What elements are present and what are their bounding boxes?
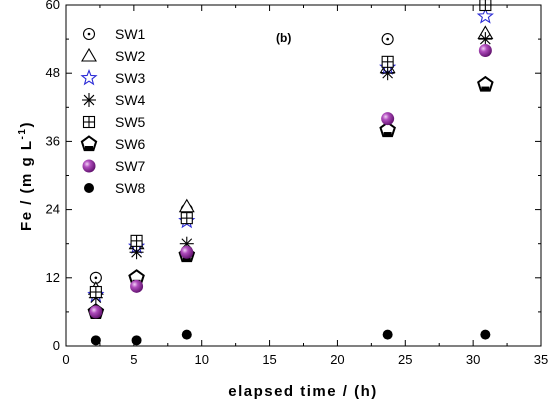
point-sw5 bbox=[180, 212, 193, 225]
y-axis-title-close: ) bbox=[18, 121, 35, 128]
x-axis-title: elapsed time / (h) bbox=[228, 383, 378, 400]
legend-marker-sw5 bbox=[82, 115, 96, 129]
point-sw6 bbox=[477, 75, 494, 92]
y-axis-title-main: Fe / (m g L bbox=[18, 139, 35, 231]
point-sw4 bbox=[380, 66, 395, 81]
x-tick-label: 35 bbox=[534, 352, 548, 367]
legend-label-sw5: SW5 bbox=[115, 114, 146, 130]
legend-label-sw1: SW1 bbox=[115, 26, 146, 42]
y-tick-label: 48 bbox=[46, 65, 60, 80]
point-sw7 bbox=[89, 305, 103, 319]
y-axis-title-sup: -1 bbox=[17, 128, 28, 140]
legend-marker-sw2 bbox=[81, 47, 97, 62]
data-points bbox=[87, 0, 494, 346]
legend-label-sw4: SW4 bbox=[115, 92, 146, 108]
point-sw7 bbox=[381, 112, 395, 126]
point-sw6 bbox=[379, 121, 396, 138]
y-tick-label: 60 bbox=[46, 0, 60, 12]
legend-marker-sw4 bbox=[82, 93, 96, 107]
legend-label-sw6: SW6 bbox=[115, 136, 146, 152]
x-tick-label: 30 bbox=[466, 352, 480, 367]
point-sw5 bbox=[381, 55, 394, 68]
x-tick-label: 0 bbox=[62, 352, 69, 367]
point-sw7 bbox=[180, 245, 194, 259]
point-sw3 bbox=[476, 7, 494, 24]
y-tick-label: 12 bbox=[46, 270, 60, 285]
x-tick-label: 10 bbox=[194, 352, 208, 367]
x-tick-label: 15 bbox=[262, 352, 276, 367]
point-sw5 bbox=[89, 285, 102, 299]
point-sw8 bbox=[131, 335, 142, 346]
panel-label: (b) bbox=[276, 31, 291, 45]
legend-label-sw7: SW7 bbox=[115, 158, 146, 174]
y-axis: 0 12 24 36 48 60 bbox=[46, 0, 541, 353]
point-sw1 bbox=[89, 271, 102, 284]
x-tick-label: 25 bbox=[398, 352, 412, 367]
point-sw8 bbox=[480, 329, 491, 340]
point-sw5 bbox=[130, 234, 143, 247]
y-tick-label: 0 bbox=[53, 338, 60, 353]
point-sw8 bbox=[90, 335, 101, 346]
point-sw2 bbox=[178, 198, 195, 213]
point-sw5 bbox=[479, 0, 492, 12]
x-tick-label: 20 bbox=[330, 352, 344, 367]
point-sw1 bbox=[381, 33, 394, 46]
legend-marker-sw3 bbox=[80, 68, 98, 86]
point-sw8 bbox=[181, 329, 192, 340]
x-axis: 0 5 10 15 20 25 30 35 bbox=[62, 5, 548, 367]
legend-label-sw3: SW3 bbox=[115, 70, 146, 86]
legend-label-sw8: SW8 bbox=[115, 180, 146, 196]
legend-marker-sw8 bbox=[84, 183, 94, 193]
legend-marker-sw6 bbox=[80, 135, 98, 152]
y-tick-label: 36 bbox=[46, 133, 60, 148]
point-sw7 bbox=[478, 43, 492, 57]
y-axis-title: Fe / (m g L-1) bbox=[17, 121, 35, 231]
y-tick-label: 24 bbox=[46, 202, 60, 217]
point-sw4 bbox=[478, 32, 493, 47]
legend-marker-sw7 bbox=[82, 159, 96, 173]
legend: SW1 SW2 SW3 SW4 SW5 SW6 SW7 SW8 bbox=[80, 26, 146, 196]
legend-label-sw2: SW2 bbox=[115, 48, 146, 64]
point-sw7 bbox=[130, 279, 144, 293]
point-sw8 bbox=[382, 329, 393, 340]
legend-marker-sw1 bbox=[82, 27, 96, 41]
point-sw4 bbox=[129, 245, 144, 260]
x-tick-label: 5 bbox=[130, 352, 137, 367]
